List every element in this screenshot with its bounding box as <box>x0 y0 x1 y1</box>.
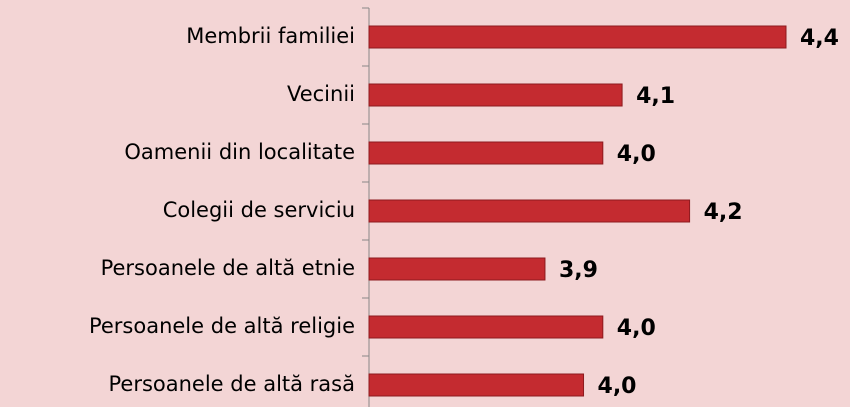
category-label: Persoanele de altă religie <box>89 314 355 338</box>
value-label: 4,4 <box>800 26 839 51</box>
bar <box>368 373 585 397</box>
bar <box>368 141 604 165</box>
bar <box>368 83 623 107</box>
category-label: Membrii familiei <box>186 24 355 48</box>
bar <box>368 25 787 49</box>
value-label: 4,0 <box>617 142 656 167</box>
bar <box>368 199 691 223</box>
category-label: Oamenii din localitate <box>124 140 355 164</box>
value-label: 4,0 <box>598 374 637 399</box>
category-label: Persoanele de altă rasă <box>108 372 355 396</box>
value-label: 4,0 <box>617 316 656 341</box>
value-label: 4,2 <box>704 200 743 225</box>
bar <box>368 257 546 281</box>
bar <box>368 315 604 339</box>
category-label: Colegii de serviciu <box>163 198 355 222</box>
category-label: Vecinii <box>287 82 355 106</box>
value-label: 4,1 <box>636 84 675 109</box>
value-label: 3,9 <box>559 258 598 283</box>
category-label: Persoanele de altă etnie <box>101 256 355 280</box>
